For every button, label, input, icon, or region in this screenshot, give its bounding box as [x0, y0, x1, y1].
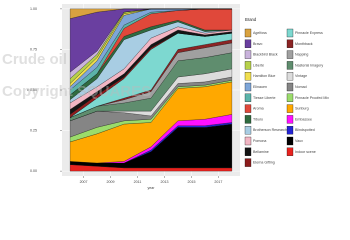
legend-key	[244, 115, 252, 124]
y-tick-label: 0.00	[30, 169, 37, 173]
y-tick-label: 0.25	[30, 129, 37, 133]
x-tick-label: 2011	[134, 180, 142, 184]
legend-label: Elerna Gifting	[253, 161, 275, 165]
y-tick-label: 0.75	[30, 47, 37, 51]
legend-label: Nomad	[295, 85, 307, 89]
legend-key	[286, 39, 294, 48]
legend-key	[244, 39, 252, 48]
legend-key	[286, 28, 294, 38]
legend-label: Elinauen	[253, 85, 267, 89]
legend-key	[244, 147, 252, 156]
legend-label: Tiburo	[253, 117, 263, 121]
legend-label: Vintage	[295, 74, 307, 78]
legend-label: Vaux	[295, 139, 303, 143]
legend-label: Nasterial Imagery	[295, 63, 323, 67]
legend-label: Pinnacle Proofed Mix	[295, 96, 329, 100]
legend-label: Indoor scene	[295, 150, 316, 154]
legend-key	[286, 61, 294, 70]
x-tick-label: 2017	[214, 180, 222, 184]
watermark: Copyright SQUARES	[2, 83, 151, 100]
legend-key	[244, 104, 252, 113]
legend-key	[244, 28, 252, 38]
legend-label: Hamilton Blue	[253, 74, 275, 78]
legend-key	[286, 93, 294, 102]
legend-label: Embassee	[295, 117, 312, 121]
legend-label: Aroma	[253, 107, 264, 111]
legend-key	[244, 82, 252, 92]
legend-key	[286, 115, 294, 124]
legend-label: Pinnacle Express	[295, 31, 323, 35]
legend-key	[244, 93, 252, 102]
legend-key	[244, 136, 252, 146]
legend-key	[244, 61, 252, 70]
legend-key	[286, 136, 294, 146]
legend-label: Pomona	[253, 139, 266, 143]
legend-key	[286, 82, 294, 92]
legend-key	[286, 147, 294, 156]
legend-key	[286, 72, 294, 81]
legend-label: Bellamine	[253, 150, 269, 154]
y-axis-title: n	[26, 89, 30, 91]
legend-label: Blindspotted	[295, 128, 315, 132]
watermark: Crude oil	[2, 51, 67, 68]
x-tick-label: 2007	[80, 180, 88, 184]
legend-label: Sunburg	[295, 107, 309, 111]
plot-area	[62, 4, 240, 176]
y-tick-label: 1.00	[30, 7, 37, 11]
legend-label: Napping	[295, 53, 308, 57]
x-tick-label: 2013	[160, 180, 168, 184]
chart: year n Brand Crude oil Copyright SQUARES…	[2, 4, 329, 190]
x-tick-label: 2015	[187, 180, 195, 184]
legend-label: Liberté	[253, 63, 264, 67]
legend-key	[286, 126, 294, 135]
legend-label: Bravo	[253, 42, 262, 46]
y-tick-label: 0.50	[30, 88, 37, 92]
legend-key	[244, 50, 252, 59]
x-axis-title: year	[148, 186, 156, 190]
legend-label: Agelfoss	[253, 31, 267, 35]
legend-label: Brotherson Research	[253, 128, 287, 132]
legend-key	[244, 126, 252, 135]
legend-key	[286, 104, 294, 113]
legend-key	[286, 50, 294, 59]
legend-title: Brand	[245, 17, 257, 22]
legend-label: Monthback	[295, 42, 313, 46]
area	[69, 8, 232, 19]
legend-key	[244, 158, 252, 167]
legend-label: Tiesse Liberte	[253, 96, 275, 100]
x-tick-label: 2009	[107, 180, 115, 184]
legend-key	[244, 72, 252, 81]
legend-label: Blackbird Black	[253, 53, 278, 57]
